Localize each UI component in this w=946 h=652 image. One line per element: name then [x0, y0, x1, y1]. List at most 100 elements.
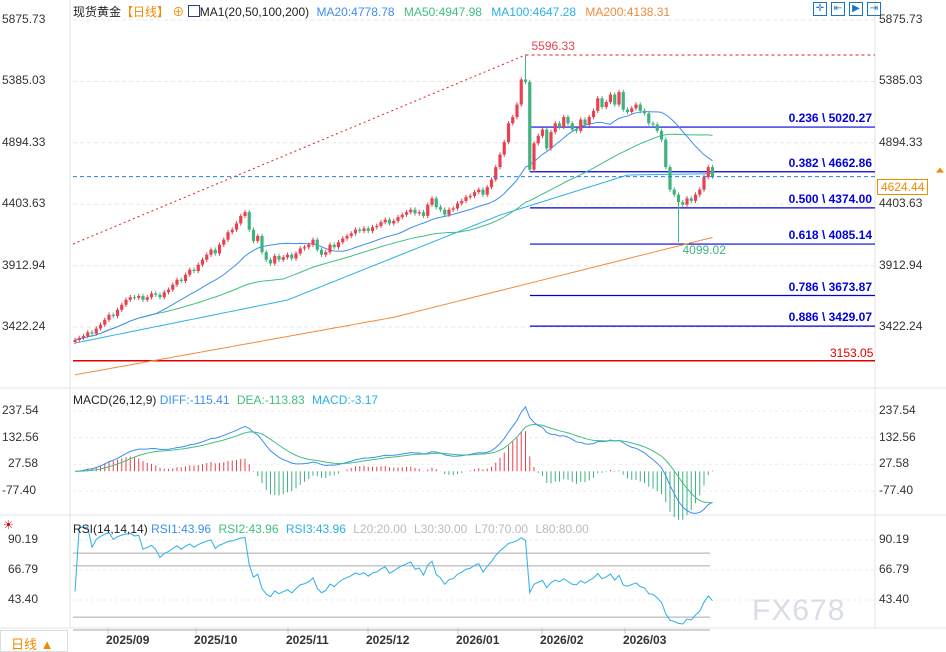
date-tick: 2026/01 [456, 633, 500, 647]
move-right-icon[interactable]: ⇥ [867, 2, 881, 16]
candle-body [706, 167, 710, 178]
candle-body [256, 235, 260, 241]
candle-body [332, 244, 336, 248]
period-button[interactable]: 日线 ▲ [0, 630, 68, 652]
price-tick-left: 3912.94 [2, 257, 46, 272]
candle-body [319, 249, 324, 255]
candle-body [494, 167, 498, 180]
candle-body [600, 98, 604, 108]
candle-body [111, 314, 115, 317]
candle-body [472, 192, 477, 196]
high-label: 5596.33 [531, 38, 575, 53]
candle-body [234, 223, 239, 230]
candle-body [162, 292, 166, 298]
candle-body [137, 296, 141, 298]
candle-body [540, 129, 545, 136]
fib-label: 0.618 \ 4085.14 [788, 228, 872, 243]
candle-body [621, 92, 625, 110]
candle-body [120, 304, 124, 310]
date-tick: 2025/11 [286, 633, 329, 647]
support-label: 3153.05 [830, 345, 874, 360]
date-tick: 2025/10 [194, 633, 238, 647]
price-tick-left: 4894.33 [2, 134, 46, 149]
play-icon[interactable]: ▶ [849, 2, 863, 16]
price-tick-right: 4894.33 [879, 134, 923, 149]
candle-body [345, 235, 349, 239]
ma20-line [74, 110, 713, 341]
symbol-name: 现货黄金 [73, 5, 122, 19]
rsi-settings-icon[interactable]: ☀ [3, 518, 14, 532]
rsi-tick-right: 66.79 [879, 561, 910, 576]
candle-body [200, 259, 205, 265]
ma100-value: MA100:4647.28 [491, 5, 577, 19]
candle-body [634, 104, 638, 109]
candle-body [366, 228, 370, 231]
candle-body [285, 254, 290, 258]
zoom-range-icon[interactable]: ⇤ [831, 2, 845, 16]
macd-tick-left: 237.54 [2, 402, 39, 417]
crosshair-icon[interactable]: ✛ [813, 2, 827, 16]
candle-body [370, 227, 375, 231]
candle-body [379, 222, 383, 226]
price-tick-right: 5875.73 [879, 12, 923, 26]
price-tick-left: 5875.73 [2, 12, 46, 26]
candle-body [239, 215, 243, 224]
candle-body [358, 229, 362, 231]
candle-body [557, 123, 562, 128]
price-tick-right: 4403.63 [879, 196, 923, 211]
candle-body [477, 189, 481, 193]
candle-body [591, 110, 596, 118]
rsi-tick-right: 90.19 [879, 532, 910, 546]
macd-diff-line [74, 405, 713, 514]
candle-body [438, 207, 443, 210]
candle-body [664, 139, 668, 168]
candle-body [464, 197, 468, 201]
ma200-value: MA200:4138.31 [585, 5, 671, 19]
candle-body [132, 297, 137, 299]
ma100-line [74, 173, 713, 344]
rsi-l70: L70:70.00 [474, 522, 529, 536]
candle-body [672, 189, 676, 195]
candle-body [409, 209, 413, 213]
macd-value: MACD:-3.17 [312, 393, 379, 407]
candle-body [383, 219, 387, 223]
ma20-value: MA20:4778.78 [316, 5, 395, 19]
settings-icon[interactable]: ⊕ [172, 5, 185, 19]
rsi1-value: RSI1:43.96 [151, 522, 212, 536]
candle-body [268, 259, 273, 264]
candle-body [630, 108, 634, 113]
candle-body [90, 332, 94, 334]
candle-body [689, 198, 693, 201]
fib-label: 0.382 \ 4662.86 [788, 155, 872, 170]
fib-label: 0.886 \ 3429.07 [788, 310, 872, 325]
macd-title: MACD(26,12,9) [73, 393, 157, 407]
candle-body [421, 212, 426, 216]
trend-line [72, 54, 526, 245]
rsi-legend: RSI(14,14,14) RSI1:43.96 RSI2:43.96 RSI3… [73, 522, 589, 536]
fib-label: 0.236 \ 5020.27 [788, 111, 872, 126]
candle-body [103, 319, 107, 325]
candle-body [205, 254, 209, 260]
candle-body [77, 337, 81, 341]
candle-body [523, 79, 528, 83]
indicator-icon[interactable] [187, 5, 200, 17]
rsi-title: RSI(14,14,14) [73, 522, 148, 536]
rsi-tick-left: 90.19 [8, 532, 39, 546]
candle-body [124, 299, 128, 305]
candle-body [647, 113, 651, 124]
date-tick: 2026/02 [540, 633, 584, 647]
date-tick: 2025/09 [106, 633, 150, 647]
rsi-l80: L80:80.00 [535, 522, 589, 536]
legend-bar: 现货黄金【日线】 ⊕ MA1(20,50,100,200) MA20:4778.… [73, 3, 670, 20]
candle-body [426, 204, 430, 216]
candle-body [294, 253, 298, 259]
price-tick-left: 4403.63 [2, 196, 46, 211]
fib-label: 0.500 \ 4374.00 [788, 191, 872, 206]
candle-body [625, 109, 630, 113]
candle-body [251, 229, 256, 241]
candle-body [532, 143, 536, 170]
ma50-value: MA50:4947.98 [403, 5, 482, 19]
candle-body [183, 274, 188, 281]
candle-body [328, 244, 332, 253]
